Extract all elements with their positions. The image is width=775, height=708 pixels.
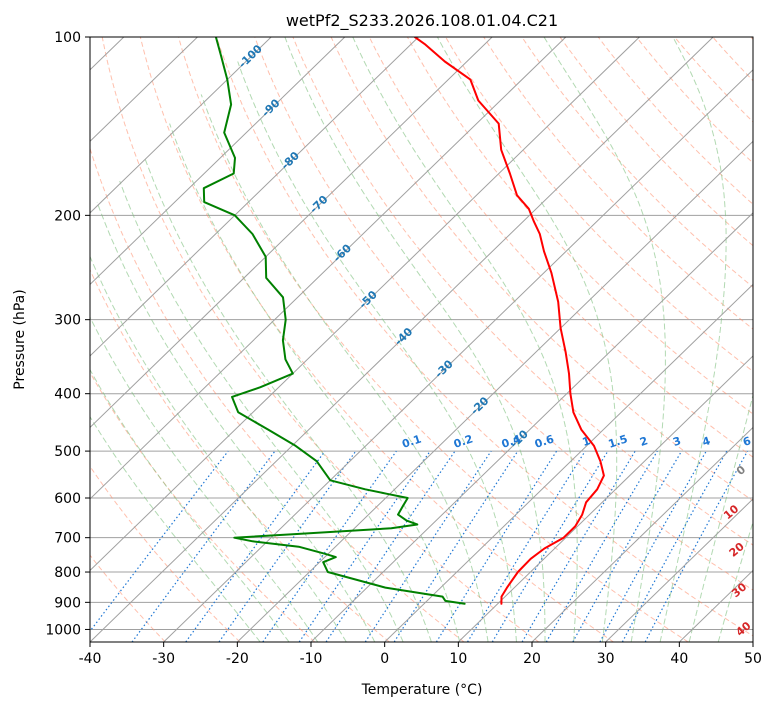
moist-adiabat-12 [200,94,489,642]
moist-adiabat-20 [284,37,546,642]
isotherm--10 [310,212,753,642]
x-tick-label: 40 [670,651,688,667]
y-tick-label: 300 [54,313,81,329]
x-tick-label: 50 [744,651,762,667]
mixing-ratio-label: 2 [638,434,649,449]
y-tick-label: 700 [54,531,81,547]
mixing-ratio-line-30 [621,450,728,642]
x-tick-label: -30 [152,651,175,667]
chart-title: wetPf2_S233.2026.108.01.04.C21 [286,11,558,31]
dry-adiabat-360 [368,37,753,458]
moist-adiabat-0 [119,180,404,642]
isotherm-0 [384,283,753,642]
moist-adiabat-32 [543,37,666,642]
isotherm--70 [90,37,493,429]
y-tick-label: 600 [54,491,81,507]
isotherm--110 [90,37,198,143]
isotherm--40 [90,37,714,642]
dry-adiabat-340 [292,37,753,546]
mixing-ratio-line-20 [572,450,683,642]
isotherm--50 [90,37,640,572]
moist-adiabat--20 [90,415,261,642]
mixing-ratio-line-4 [393,450,519,642]
mixing-ratio-label: 4 [701,434,713,449]
mixing-ratio-line-25 [599,450,707,642]
x-tick-label: 30 [597,651,615,667]
x-tick-label: -40 [79,651,102,667]
dry-adiabat-400 [521,37,753,288]
moist-adiabat-24 [352,37,578,642]
y-tick-label: 1000 [45,622,81,638]
dry-adiabat-280 [90,146,465,642]
x-tick-label: 20 [523,651,541,667]
dry-adiabats [90,37,753,642]
dry-adiabat-300 [139,37,614,642]
x-tick-label: -10 [300,651,323,667]
x-tick-label: 10 [449,651,467,667]
mixing-ratio-label: 1.5 [607,432,630,450]
moist-adiabat-36 [659,37,727,642]
isotherm--100 [90,37,272,214]
mixing-ratio-line-1 [262,450,397,642]
y-tick-label: 900 [54,595,81,611]
y-tick-label: 800 [54,565,81,581]
isotherm-20 [531,426,753,642]
dry-adiabat-380 [445,37,753,372]
isotherm--20 [236,140,753,642]
mixing-ratio-line-3 [364,450,492,642]
mixing-ratio-line-0.6 [218,450,357,642]
skewed-isotherms [90,37,753,642]
isotherm--90 [90,37,346,286]
isotherm--30 [163,69,753,642]
dewpoint-profile [202,37,466,605]
x-axis-label: Temperature (°C) [361,682,483,698]
dry-adiabat-370 [406,37,753,415]
mixing-ratio-label: 1 [581,434,592,449]
moist-adiabat-16 [237,61,517,642]
dry-adiabat-250 [90,465,241,642]
mixing-ratio-label: 0.6 [533,432,556,450]
dry-adiabat-240 [90,554,166,642]
moist-adiabat--4 [96,201,376,642]
moist-adiabat-28 [436,37,618,642]
plot-area [90,37,753,642]
mixing-ratio-line-8 [466,450,586,642]
isotherm--60 [90,37,567,500]
y-axis-label: Pressure (hPa) [12,289,28,389]
y-tick-label: 400 [54,387,81,403]
x-tick-label: 0 [380,651,389,667]
dry-adiabat-350 [330,37,753,502]
y-tick-label: 500 [54,444,81,460]
temperature-profile [413,37,605,605]
mixing-ratio-label: 6 [741,434,753,449]
plot-frame [89,36,754,643]
axes: -40 -30 -20 -10 0 10 20 30 40 5010020030040050060… [45,30,762,667]
mixing-ratio-label: 0.4 [500,432,523,450]
mixing-ratio-line-1.5 [298,450,431,642]
sounding-profiles [202,37,605,605]
isotherm-30 [605,498,753,642]
dry-adiabat-270 [90,268,390,642]
mixing-ratio-label: 3 [671,434,682,449]
mixing-ratio-line-2 [325,450,456,642]
y-tick-label: 200 [54,208,81,224]
mixing-ratio-label: 0.1 [400,432,423,450]
isotherm-10 [457,355,753,642]
mixing-ratio-label: 0.2 [452,432,475,450]
isotherm--80 [90,37,419,357]
mixing-ratio-line-10 [491,450,609,642]
x-tick-label: -20 [226,651,249,667]
dry-adiabat-310 [178,37,689,642]
moist-adiabat--12 [90,316,319,642]
moist-adiabat--8 [90,255,347,642]
y-tick-label: 100 [54,30,81,46]
moist-adiabat-4 [144,157,432,642]
mixing-ratio-line-0.4 [185,450,326,642]
